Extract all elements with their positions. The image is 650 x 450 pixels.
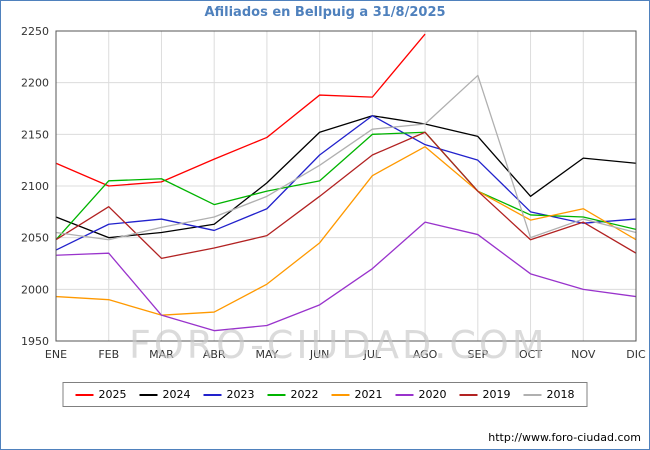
y-tick-label: 1950 <box>21 335 49 348</box>
legend-label-2019: 2019 <box>482 388 511 401</box>
legend-label-2025: 2025 <box>98 388 127 401</box>
series-line-2019 <box>55 131 637 259</box>
legend: 2025 2024 2023 2022 2021 2020 2019 2018 <box>62 382 588 407</box>
legend-label-2024: 2024 <box>162 388 191 401</box>
x-tick-label: OCT <box>519 348 542 361</box>
x-tick-label: SEP <box>468 348 489 361</box>
legend-swatch-2020 <box>395 393 414 396</box>
legend-label-2020: 2020 <box>418 388 447 401</box>
series-line-2022 <box>55 131 637 241</box>
y-tick-label: 2100 <box>21 180 49 193</box>
plot-area: 1950 2000 2050 2100 2150 2200 2250 ENE FEB MAR ABR… <box>1 23 649 368</box>
x-tick-label: FEB <box>98 348 119 361</box>
legend-swatch-2023 <box>203 393 222 396</box>
plot-border <box>55 30 637 342</box>
legend-item-2022: 2022 <box>267 388 319 401</box>
legend-swatch-2019 <box>459 393 478 396</box>
x-tick-label: MAY <box>255 348 278 361</box>
legend-swatch-2025 <box>75 393 94 396</box>
series-line-2024 <box>55 115 637 239</box>
legend-item-2019: 2019 <box>459 388 511 401</box>
x-tick-label: NOV <box>571 348 596 361</box>
x-tick-label: ENE <box>45 348 67 361</box>
legend-swatch-2021 <box>331 393 350 396</box>
x-tick-label: DIC <box>626 348 646 361</box>
x-tick-label: MAR <box>149 348 174 361</box>
legend-label-2023: 2023 <box>226 388 255 401</box>
legend-item-2020: 2020 <box>395 388 447 401</box>
y-tick-label: 2250 <box>21 25 49 38</box>
y-tick-label: 2200 <box>21 77 49 90</box>
series-line-2021 <box>55 146 637 316</box>
x-tick-label: JUL <box>363 348 382 361</box>
legend-swatch-2022 <box>267 393 286 396</box>
y-tick-label: 2000 <box>21 283 49 296</box>
footer-url[interactable]: http://www.foro-ciudad.com <box>488 431 641 444</box>
y-tick-label: 2050 <box>21 232 49 245</box>
legend-label-2018: 2018 <box>546 388 575 401</box>
series-line-2018 <box>55 74 637 241</box>
legend-swatch-2018 <box>523 393 542 396</box>
legend-label-2022: 2022 <box>290 388 319 401</box>
footer: http://www.foro-ciudad.com <box>488 431 641 444</box>
legend-item-2018: 2018 <box>523 388 575 401</box>
series-line-2020 <box>55 221 637 332</box>
chart-title: Afiliados en Bellpuig a 31/8/2025 <box>204 5 446 20</box>
x-tick-label: JUN <box>309 348 330 361</box>
legend-swatch-2024 <box>139 393 158 396</box>
series-line-2025 <box>55 33 426 187</box>
legend-item-2021: 2021 <box>331 388 383 401</box>
y-tick-label: 2150 <box>21 128 49 141</box>
legend-label-2021: 2021 <box>354 388 383 401</box>
legend-item-2024: 2024 <box>139 388 191 401</box>
legend-item-2025: 2025 <box>75 388 127 401</box>
x-tick-label: AGO <box>413 348 438 361</box>
x-tick-label: ABR <box>203 348 226 361</box>
legend-item-2023: 2023 <box>203 388 255 401</box>
series-line-2023 <box>55 115 637 251</box>
line-chart: 1950 2000 2050 2100 2150 2200 2250 ENE FEB MAR ABR… <box>21 25 646 361</box>
